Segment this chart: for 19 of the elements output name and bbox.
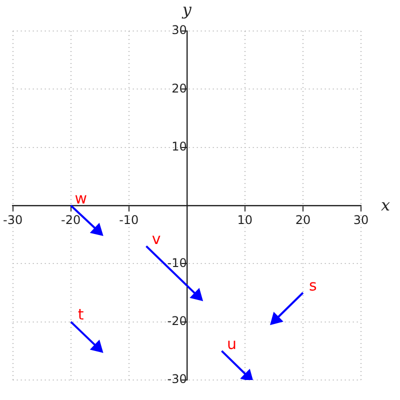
y-tick-label: -10 <box>167 256 187 270</box>
y-axis-title: y <box>181 0 192 20</box>
x-tick-label: -30 <box>2 212 23 227</box>
series-label: u <box>226 334 236 353</box>
series-label: t <box>78 306 84 324</box>
x-tick-label: -20 <box>61 212 81 227</box>
y-tick-label: -30 <box>167 372 187 386</box>
x-tick-label: 30 <box>353 212 369 227</box>
y-tick-label: 10 <box>172 139 187 154</box>
y-tick-label: 20 <box>172 81 187 96</box>
y-tick-label: -20 <box>167 314 187 328</box>
series-label: w <box>74 189 87 208</box>
y-tick-label: 30 <box>172 23 187 38</box>
series-label: s <box>309 276 318 295</box>
series-label: v <box>152 230 161 248</box>
x-tick-label: 20 <box>295 212 311 227</box>
x-tick-label: 10 <box>237 212 253 227</box>
x-axis-title: x <box>381 196 390 215</box>
x-tick-label: -10 <box>119 212 139 227</box>
